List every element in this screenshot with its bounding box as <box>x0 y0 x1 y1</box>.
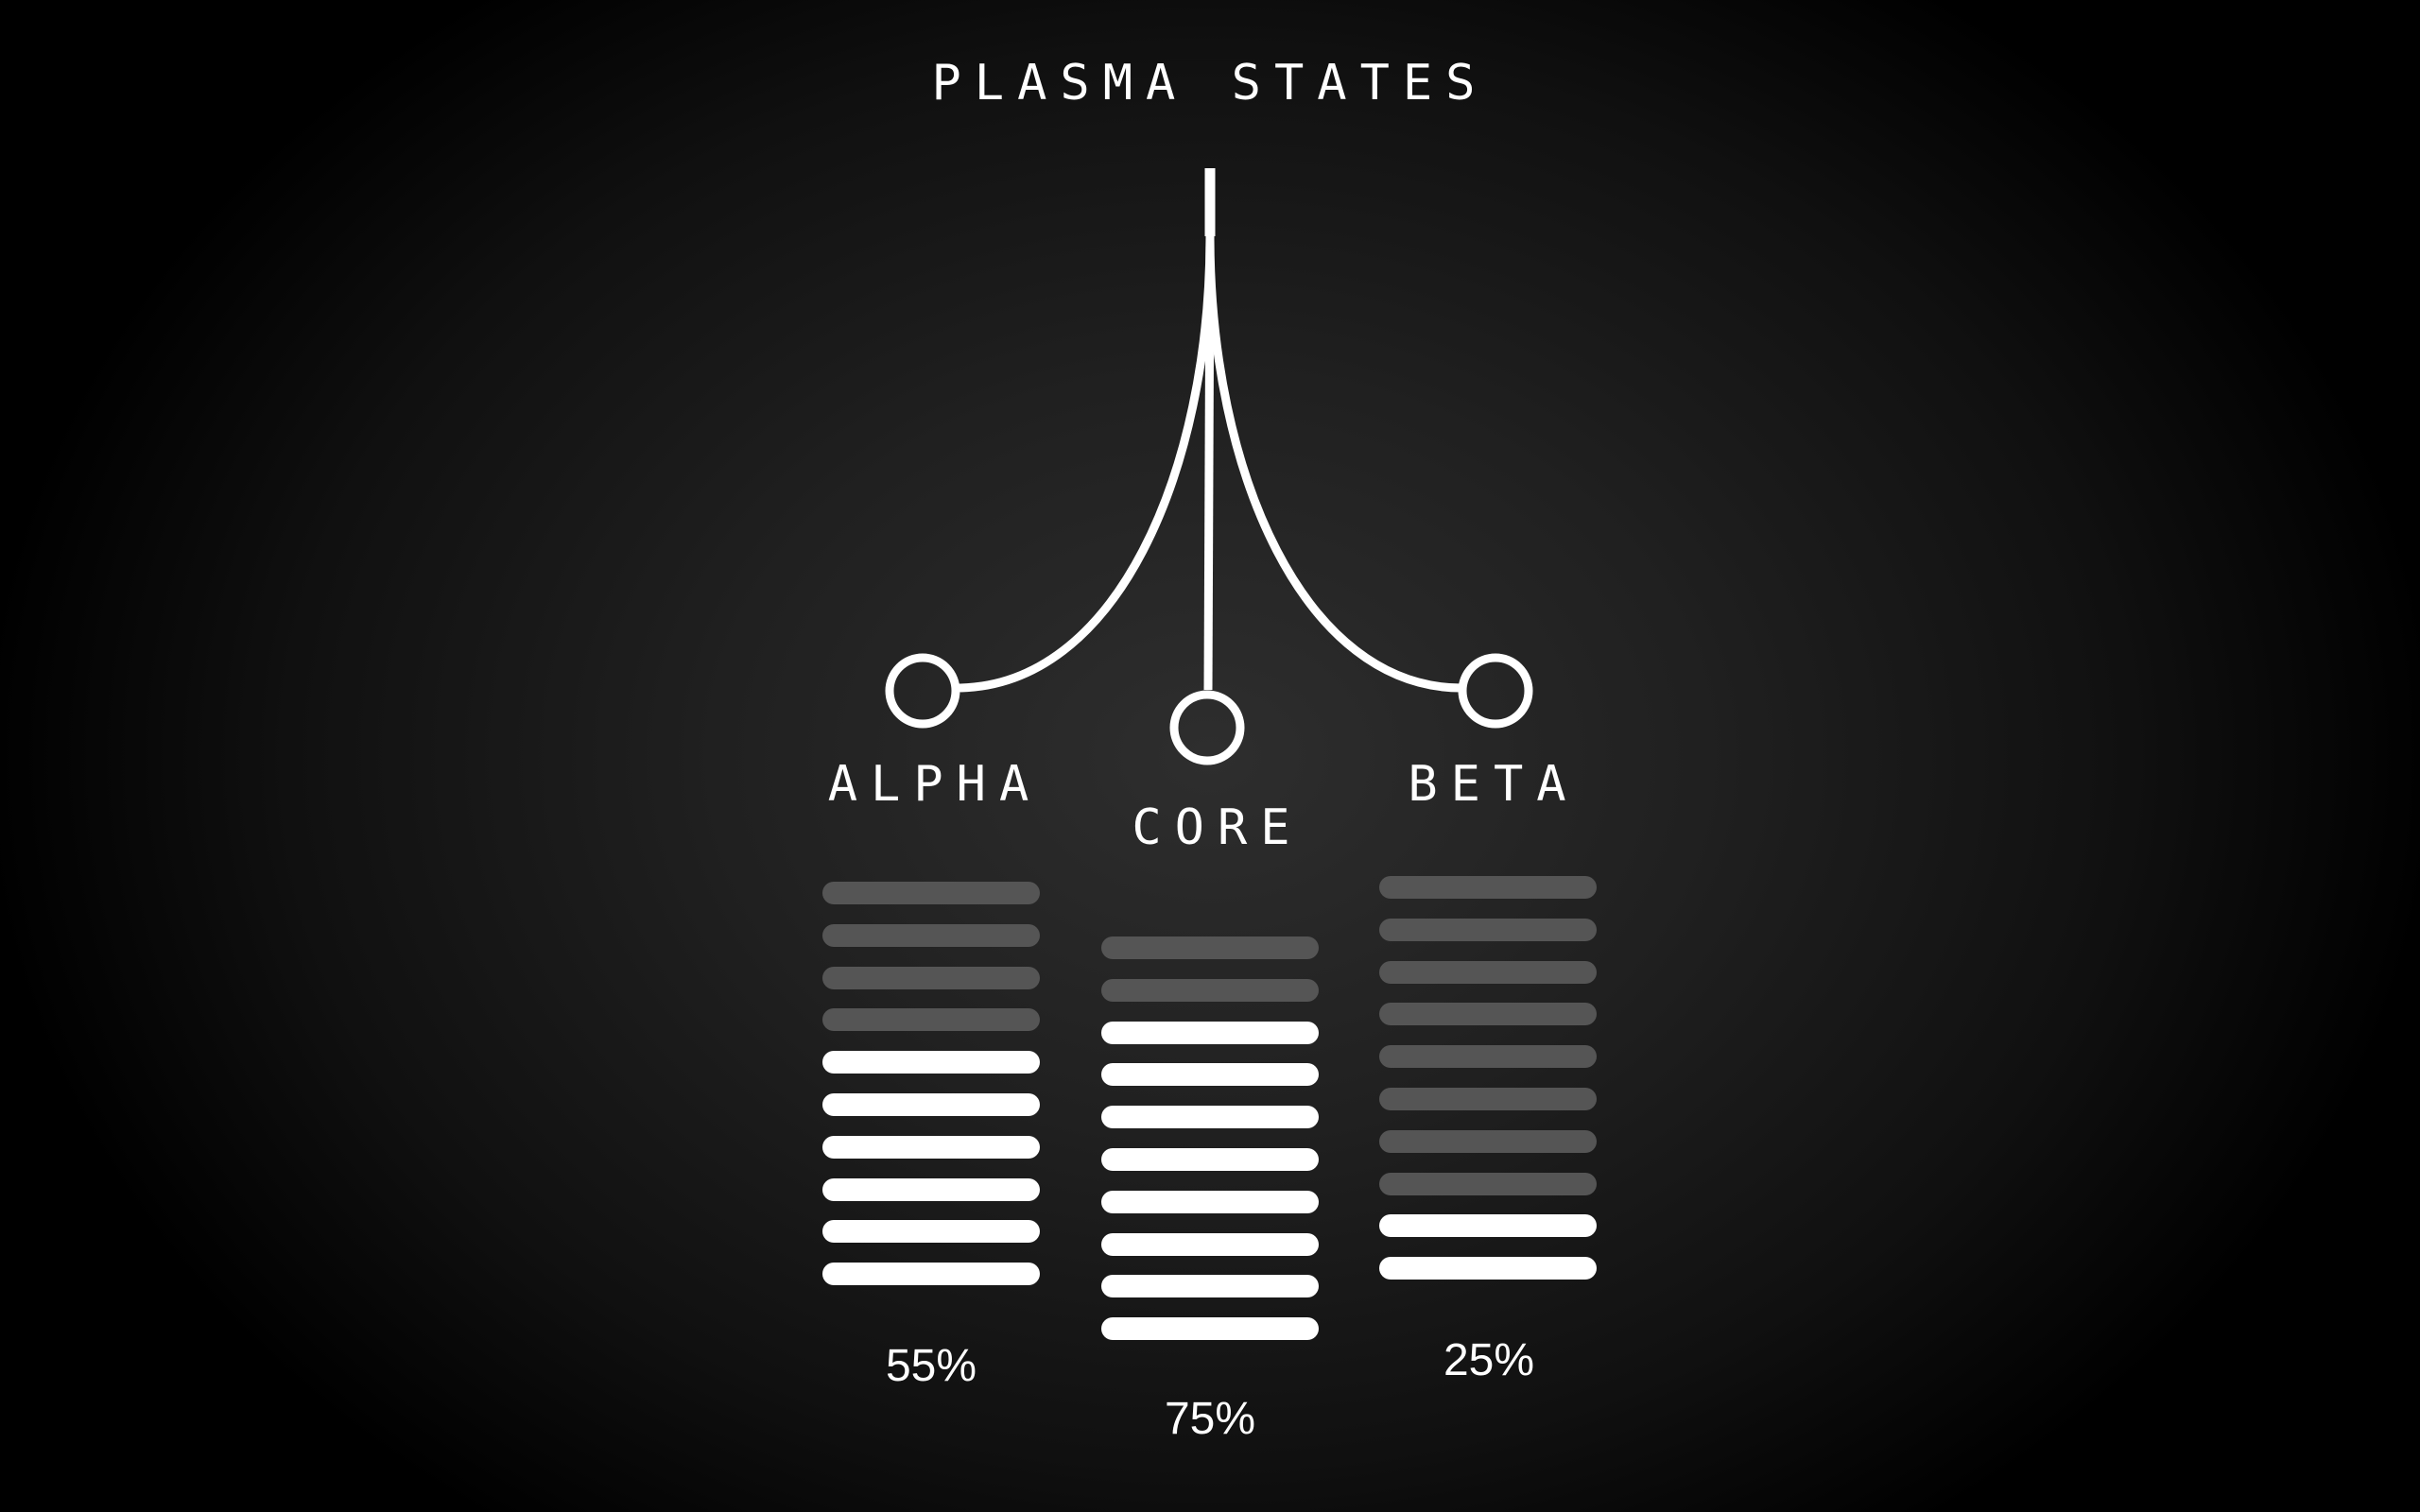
alpha-node-ring <box>885 653 960 729</box>
core-level-segment-filled <box>1101 1275 1319 1298</box>
core-level-segment-filled <box>1101 1190 1319 1213</box>
beta-node-ring <box>1458 653 1533 729</box>
beta-level-segment-empty <box>1379 918 1597 941</box>
beta-level-segment-empty <box>1379 1172 1597 1195</box>
alpha-level-segment-filled <box>822 1051 1040 1074</box>
alpha-level-segment-filled <box>822 1177 1040 1201</box>
beta-level-segment-empty <box>1379 1045 1597 1069</box>
alpha-level-segment-filled <box>822 1263 1040 1286</box>
alpha-connector-line <box>956 235 1215 693</box>
alpha-level-segment-filled <box>822 1135 1040 1159</box>
alpha-level-segment-empty <box>822 1008 1040 1032</box>
core-label: CORE <box>1132 799 1304 856</box>
alpha-level-segment-empty <box>822 966 1040 989</box>
core-level-segment-filled <box>1101 1317 1319 1341</box>
beta-level-segment-empty <box>1379 1003 1597 1026</box>
alpha-level-segment-filled <box>822 1093 1040 1116</box>
alpha-label: ALPHA <box>827 756 1043 813</box>
beta-level-segment-empty <box>1379 960 1597 984</box>
core-percent: 75% <box>1164 1394 1256 1444</box>
alpha-percent: 55% <box>885 1341 977 1391</box>
core-level-segment-filled <box>1101 1232 1319 1256</box>
beta-level-segment-empty <box>1379 1088 1597 1110</box>
beta-level-segment-filled <box>1379 1214 1597 1238</box>
core-level-segment-empty <box>1101 978 1319 1002</box>
core-level-segment-filled <box>1101 1106 1319 1129</box>
beta-label: BETA <box>1408 756 1580 813</box>
beta-level-segment-empty <box>1379 1129 1597 1153</box>
alpha-level-segment-empty <box>822 923 1040 947</box>
alpha-level-segment-empty <box>822 882 1040 904</box>
core-level-segment-filled <box>1101 1021 1319 1044</box>
beta-percent: 25% <box>1443 1335 1535 1385</box>
page-title: PLASMA STATES <box>931 55 1489 112</box>
beta-level-segment-filled <box>1379 1257 1597 1280</box>
alpha-level-segment-filled <box>822 1220 1040 1244</box>
beta-level-segment-empty <box>1379 876 1597 899</box>
core-level-segment-filled <box>1101 1063 1319 1087</box>
core-level-segment-empty <box>1101 936 1319 959</box>
core-node-ring <box>1169 690 1245 765</box>
beta-connector-line <box>1205 235 1462 693</box>
core-level-segment-filled <box>1101 1148 1319 1171</box>
